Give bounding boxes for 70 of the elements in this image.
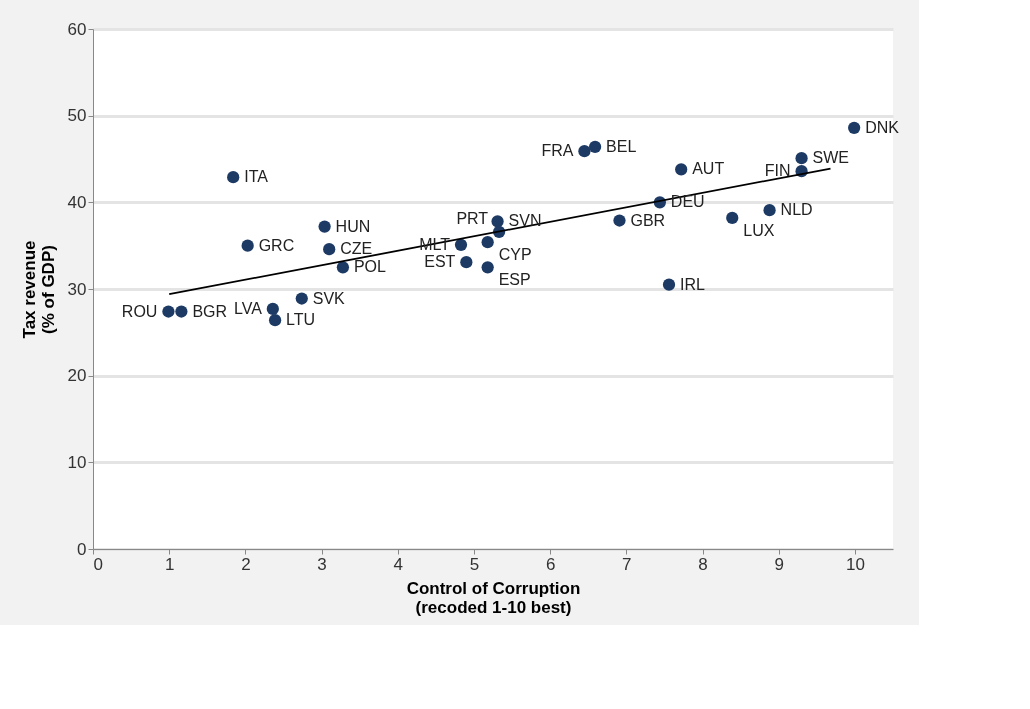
annotation: AUT: [692, 160, 725, 178]
annotation: GBR: [630, 211, 666, 229]
point: [323, 243, 336, 256]
annotation: PRT: [456, 209, 489, 227]
annotation: ESP: [498, 271, 531, 289]
y-tick-label: 30: [67, 279, 87, 299]
x-tick-label: 10: [845, 554, 865, 574]
x-tick-label: 8: [698, 554, 708, 574]
point: [268, 314, 282, 327]
annotation: HUN: [335, 217, 371, 235]
x-tick-label: 5: [469, 554, 480, 574]
point: [460, 256, 473, 269]
point: [227, 171, 240, 184]
annotation: NLD: [780, 201, 813, 219]
y-axis-title: Tax revenue (% of GDP): [19, 240, 58, 339]
point: [675, 163, 688, 176]
y-tick-label: 10: [67, 452, 87, 472]
annotation: SVK: [312, 289, 346, 307]
x-tick-label: 7: [622, 554, 632, 574]
annotation: LVA: [233, 299, 263, 317]
annotation: FRA: [541, 142, 574, 160]
point: [726, 211, 739, 225]
point: [454, 238, 468, 251]
point: [491, 215, 504, 228]
x-tick-label: 1: [164, 554, 175, 574]
x-tick-label: 0: [93, 554, 103, 574]
point: [318, 220, 331, 233]
annotation: LTU: [286, 311, 316, 329]
point: [763, 204, 776, 217]
annotation: DNK: [865, 118, 900, 136]
annotation: GRC: [258, 236, 295, 254]
x-axis-title: Control of Corruption (recoded 1-10 best): [406, 578, 581, 617]
point: [295, 292, 308, 305]
point: [578, 145, 591, 158]
annotation: ITA: [244, 168, 269, 186]
annotation: BGR: [192, 302, 228, 320]
annotation: ROU: [121, 302, 158, 320]
annotation: SWE: [812, 149, 850, 167]
point: [613, 214, 626, 227]
y-tick-label: 0: [77, 539, 87, 559]
annotation: IRL: [680, 275, 705, 293]
point: [175, 305, 188, 318]
point: [481, 261, 494, 274]
annotation: FIN: [764, 162, 791, 180]
x-tick-label: 9: [774, 554, 784, 574]
point: [162, 305, 175, 318]
y-tick-label: 40: [67, 192, 87, 212]
annotation: BEL: [606, 137, 637, 155]
point: [795, 152, 808, 165]
x-tick-label: 3: [317, 554, 327, 574]
annotation: CYP: [498, 246, 532, 264]
x-tick-label: 6: [545, 554, 556, 574]
y-tick-label: 60: [67, 19, 87, 39]
annotation: LUX: [743, 221, 775, 239]
point: [241, 239, 254, 252]
x-tick-label: 4: [393, 554, 403, 574]
annotation: POL: [353, 258, 387, 276]
annotation: DEU: [670, 193, 705, 211]
point: [336, 261, 350, 274]
y-tick-label: 50: [67, 106, 87, 126]
point: [588, 140, 602, 153]
point: [481, 236, 494, 249]
x-tick-label: 2: [241, 554, 251, 574]
annotation: CZE: [340, 240, 373, 258]
point: [266, 302, 279, 316]
annotation: EST: [424, 253, 456, 271]
point: [662, 278, 676, 291]
point: [848, 121, 861, 134]
annotation: SVN: [508, 212, 542, 230]
y-tick-label: 20: [67, 366, 87, 386]
